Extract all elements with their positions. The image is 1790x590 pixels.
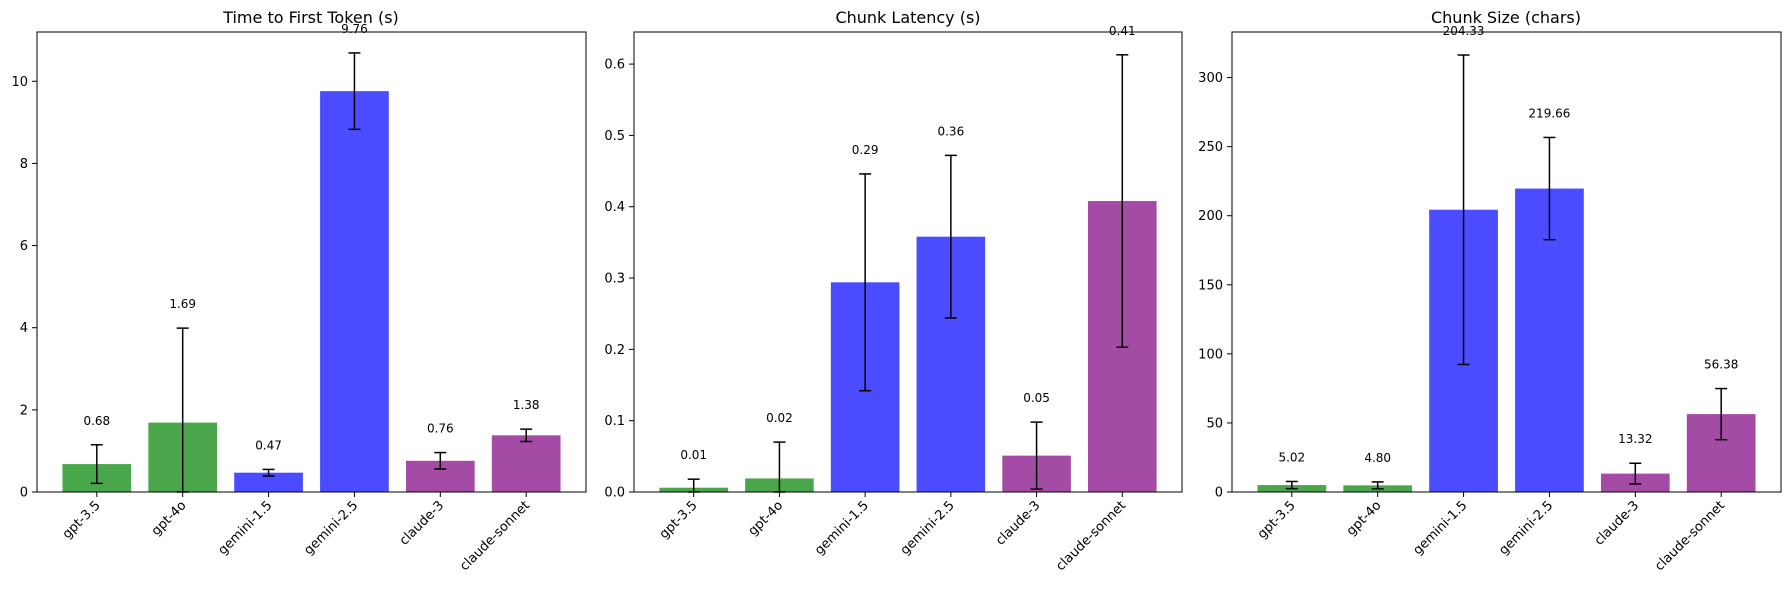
value-label-claude-3: 0.76	[427, 422, 454, 436]
value-label-claude-3: 0.05	[1023, 391, 1050, 405]
y-tick-label: 250	[1198, 140, 1223, 155]
value-label-gemini-1.5: 0.29	[852, 143, 879, 157]
y-tick-label: 10	[11, 75, 28, 90]
bar-gemini-1.5	[234, 472, 303, 492]
y-tick-label: 0.1	[604, 414, 625, 429]
axes-frame	[633, 31, 1183, 493]
y-tick-label: 0.2	[604, 343, 625, 358]
y-tick-label: 0.5	[604, 129, 625, 144]
value-label-gemini-1.5: 0.47	[255, 438, 282, 452]
bar-gemini-2.5	[320, 91, 389, 492]
value-label-gemini-2.5: 219.66	[1528, 106, 1570, 120]
y-tick-label: 150	[1198, 278, 1223, 293]
value-label-gemini-1.5: 204.33	[1443, 24, 1485, 38]
y-tick-label: 8	[20, 157, 28, 172]
y-tick-label: 100	[1198, 347, 1223, 362]
y-tick-label: 0.6	[604, 58, 625, 73]
y-tick-label: 0	[1215, 486, 1223, 501]
value-label-claude-sonnet: 1.38	[513, 398, 540, 412]
y-tick-label: 50	[1206, 416, 1223, 431]
panel-title: Chunk Latency (s)	[835, 8, 980, 27]
value-label-gpt-4o: 0.02	[766, 411, 793, 425]
value-label-claude-3: 13.32	[1618, 432, 1652, 446]
panel-title: Time to First Token (s)	[222, 8, 399, 27]
y-tick-label: 200	[1198, 209, 1223, 224]
value-label-gpt-4o: 1.69	[169, 297, 196, 311]
value-label-gpt-3.5: 0.01	[680, 448, 707, 462]
value-label-gpt-4o: 4.80	[1364, 451, 1391, 465]
y-tick-label: 0	[20, 486, 28, 501]
y-tick-label: 4	[20, 321, 28, 336]
y-tick-label: 2	[20, 403, 28, 418]
y-tick-label: 0.3	[604, 272, 625, 287]
axes-frame	[36, 31, 587, 493]
bar-claude-sonnet	[491, 435, 561, 492]
y-tick-label: 0.0	[604, 486, 625, 501]
value-label-gemini-2.5: 9.76	[341, 22, 368, 36]
value-label-gpt-3.5: 0.68	[83, 414, 110, 428]
value-label-gpt-3.5: 5.02	[1278, 450, 1305, 464]
value-label-gemini-2.5: 0.36	[937, 124, 964, 138]
y-tick-label: 300	[1198, 71, 1223, 86]
y-tick-label: 0.4	[604, 200, 625, 215]
value-label-claude-sonnet: 0.41	[1109, 24, 1136, 38]
axes-frame	[1231, 31, 1782, 493]
panel-title: Chunk Size (chars)	[1431, 8, 1581, 27]
value-label-claude-sonnet: 56.38	[1704, 358, 1738, 372]
y-tick-label: 6	[20, 239, 28, 254]
